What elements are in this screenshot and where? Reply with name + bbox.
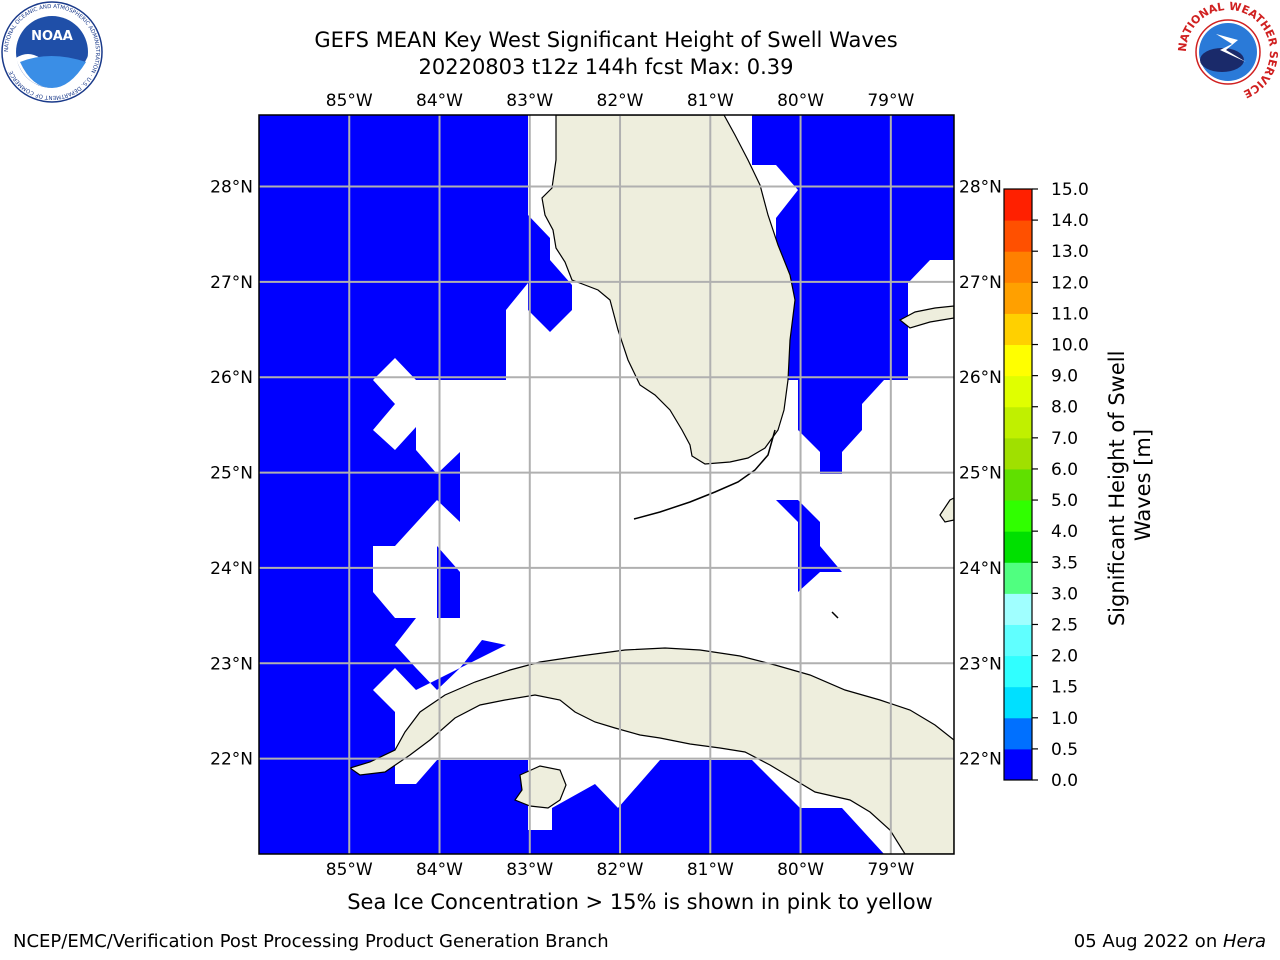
footer-credit: NCEP/EMC/Verification Post Processing Pr… bbox=[13, 931, 609, 952]
colorbar-segment bbox=[1004, 562, 1032, 594]
lon-label-bottom: 84°W bbox=[416, 860, 463, 880]
lat-label-right: 26°N bbox=[959, 368, 1002, 388]
lat-label-left: 24°N bbox=[210, 559, 253, 579]
lat-label-right: 24°N bbox=[959, 559, 1002, 579]
colorbar-segment bbox=[1004, 593, 1032, 625]
colorbar-tick-label: 5.0 bbox=[1051, 491, 1078, 511]
lon-label-bottom: 80°W bbox=[777, 860, 824, 880]
colorbar-tick-label: 8.0 bbox=[1051, 398, 1078, 418]
colorbar-segment bbox=[1004, 531, 1032, 563]
nws-logo: NATIONAL WEATHER SERVICE bbox=[1176, 0, 1280, 102]
bahamas-cay bbox=[831, 611, 839, 619]
colorbar-segment bbox=[1004, 220, 1032, 252]
colorbar: 0.0 0.5 1.0 1.5 2.0 2.5 3.0 3.5 4.0 5.0 6.0 7.0 8.0 9… bbox=[1003, 180, 1089, 791]
lat-label-right: 23°N bbox=[959, 654, 1002, 674]
lat-label-left: 28°N bbox=[210, 178, 253, 198]
sea-ice-note: Sea Ice Concentration > 15% is shown in … bbox=[347, 890, 933, 914]
swell-field bbox=[259, 115, 954, 854]
colorbar-tick-label: 11.0 bbox=[1051, 304, 1089, 324]
colorbar-tick-label: 13.0 bbox=[1051, 242, 1089, 262]
lon-label-bottom: 79°W bbox=[867, 860, 914, 880]
colorbar-segment bbox=[1004, 282, 1032, 314]
colorbar-tick-label: 3.0 bbox=[1051, 584, 1078, 604]
noaa-logo-text: NOAA bbox=[31, 29, 73, 44]
land-isle-of-youth bbox=[514, 765, 567, 809]
lat-label-left: 25°N bbox=[210, 464, 253, 484]
chart-title: GEFS MEAN Key West Significant Height of… bbox=[314, 28, 898, 52]
lat-label-right: 28°N bbox=[959, 178, 1002, 198]
swell-region-west bbox=[259, 115, 528, 854]
swell-region-florida-strait bbox=[776, 500, 842, 592]
lat-label-left: 27°N bbox=[210, 273, 253, 293]
colorbar-tick-label: 3.5 bbox=[1051, 553, 1078, 573]
lat-label-left: 23°N bbox=[210, 654, 253, 674]
chart-subtitle: 20220803 t12z 144h fcst Max: 0.39 bbox=[418, 55, 794, 79]
colorbar-segment bbox=[1004, 500, 1032, 532]
colorbar-segment bbox=[1004, 437, 1032, 470]
colorbar-segment bbox=[1004, 375, 1032, 408]
lon-label-top: 84°W bbox=[416, 91, 463, 111]
footer-host: Hera bbox=[1222, 931, 1266, 952]
land-bahamas bbox=[898, 305, 954, 329]
lon-label-top: 81°W bbox=[687, 91, 734, 111]
swell-region-tampa bbox=[528, 215, 572, 332]
colorbar-tick-label: 1.0 bbox=[1051, 709, 1078, 729]
colorbar-segment bbox=[1004, 251, 1032, 283]
colorbar-segment bbox=[1004, 624, 1032, 657]
colorbar-segment bbox=[1004, 344, 1032, 377]
colorbar-label: Significant Height of Swell Waves [m] bbox=[1105, 344, 1155, 626]
colorbar-tick-label: 9.0 bbox=[1051, 367, 1078, 387]
colorbar-segment bbox=[1004, 313, 1032, 346]
colorbar-tick-label: 2.0 bbox=[1051, 647, 1078, 667]
lat-label-left: 26°N bbox=[210, 368, 253, 388]
colorbar-tick-label: 4.0 bbox=[1051, 522, 1078, 542]
lat-label-right: 25°N bbox=[959, 464, 1002, 484]
swell-region-south-cuba bbox=[506, 760, 884, 854]
lon-label-top: 82°W bbox=[597, 91, 644, 111]
colorbar-segment bbox=[1004, 748, 1032, 781]
swell-region-gulf-inner bbox=[437, 546, 460, 618]
colorbar-border bbox=[1003, 188, 1033, 781]
lon-label-top: 79°W bbox=[867, 91, 914, 111]
lat-label-left: 22°N bbox=[210, 750, 253, 770]
lat-label-right: 22°N bbox=[959, 750, 1002, 770]
colorbar-tick-label: 15.0 bbox=[1051, 180, 1089, 200]
lon-label-bottom: 81°W bbox=[687, 860, 734, 880]
swell-region-east bbox=[752, 115, 954, 474]
gridlines bbox=[259, 115, 954, 854]
land-andros bbox=[939, 497, 954, 523]
lat-label-right: 27°N bbox=[959, 273, 1002, 293]
colorbar-label-line2: Waves [m] bbox=[1131, 429, 1155, 541]
footer-date-text: 05 Aug 2022 on bbox=[1073, 931, 1223, 952]
colorbar-segment bbox=[1004, 686, 1032, 719]
noaa-logo: NOAA NATIONAL OCEANIC AND ATMOSPHERIC AD… bbox=[1, 1, 103, 103]
colorbar-tick-label: 6.0 bbox=[1051, 460, 1078, 480]
colorbar-tick-label: 14.0 bbox=[1051, 211, 1089, 231]
colorbar-tick-label: 12.0 bbox=[1051, 273, 1089, 293]
florida-keys bbox=[633, 429, 776, 520]
lon-label-bottom: 85°W bbox=[326, 860, 373, 880]
footer-date: 05 Aug 2022 on Hera bbox=[1074, 931, 1266, 952]
lon-label-top: 80°W bbox=[777, 91, 824, 111]
map-plot-area bbox=[259, 115, 954, 854]
colorbar-segment bbox=[1004, 655, 1032, 688]
axis-labels: 85°W 85°W 84°W 84°W 83°W 83°W 82°W 82°W 81°W 81°W… bbox=[210, 91, 1002, 880]
colorbar-tick-label: 0.5 bbox=[1051, 740, 1078, 760]
lon-label-bottom: 83°W bbox=[506, 860, 553, 880]
colorbar-tick-label: 10.0 bbox=[1051, 336, 1089, 356]
colorbar-segment bbox=[1004, 189, 1032, 221]
colorbar-segment bbox=[1004, 406, 1032, 439]
colorbar-tick-label: 0.0 bbox=[1051, 771, 1078, 791]
map-border bbox=[258, 114, 955, 855]
colorbar-tick-label: 2.5 bbox=[1051, 615, 1078, 635]
lon-label-top: 85°W bbox=[326, 91, 373, 111]
colorbar-tick-label: 1.5 bbox=[1051, 678, 1078, 698]
colorbar-segment bbox=[1004, 468, 1032, 501]
colorbar-tick-label: 7.0 bbox=[1051, 429, 1078, 449]
lon-label-bottom: 82°W bbox=[597, 860, 644, 880]
colorbar-segment bbox=[1004, 717, 1032, 750]
lon-label-top: 83°W bbox=[506, 91, 553, 111]
